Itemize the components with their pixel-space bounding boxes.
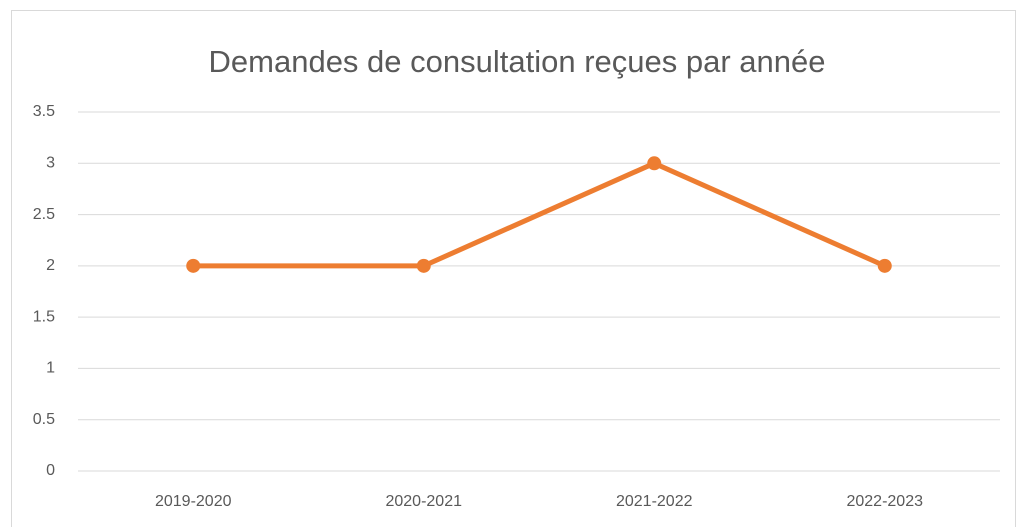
x-tick-label: 2022-2023 <box>846 493 923 510</box>
y-tick-label: 2 <box>46 257 55 274</box>
point <box>877 258 892 273</box>
y-tick-label: 2.5 <box>33 206 55 223</box>
x-tick-label: 2019-2020 <box>155 493 232 510</box>
y-tick-label: 1 <box>46 360 55 377</box>
point <box>647 156 662 171</box>
x-tick-label: 2020-2021 <box>385 493 462 510</box>
point <box>186 258 201 273</box>
y-tick-label: 0 <box>46 462 55 479</box>
x-tick-label: 2021-2022 <box>616 493 693 510</box>
y-tick-label: 1.5 <box>33 308 55 325</box>
chart-border <box>11 10 1016 531</box>
chart-title: Demandes de consultation reçues par anné… <box>209 44 826 79</box>
y-tick-label: 3 <box>46 155 55 172</box>
y-tick-label: 0.5 <box>33 411 55 428</box>
point <box>416 258 431 273</box>
line <box>193 160 886 269</box>
y-tick-label: 3.5 <box>33 103 55 120</box>
